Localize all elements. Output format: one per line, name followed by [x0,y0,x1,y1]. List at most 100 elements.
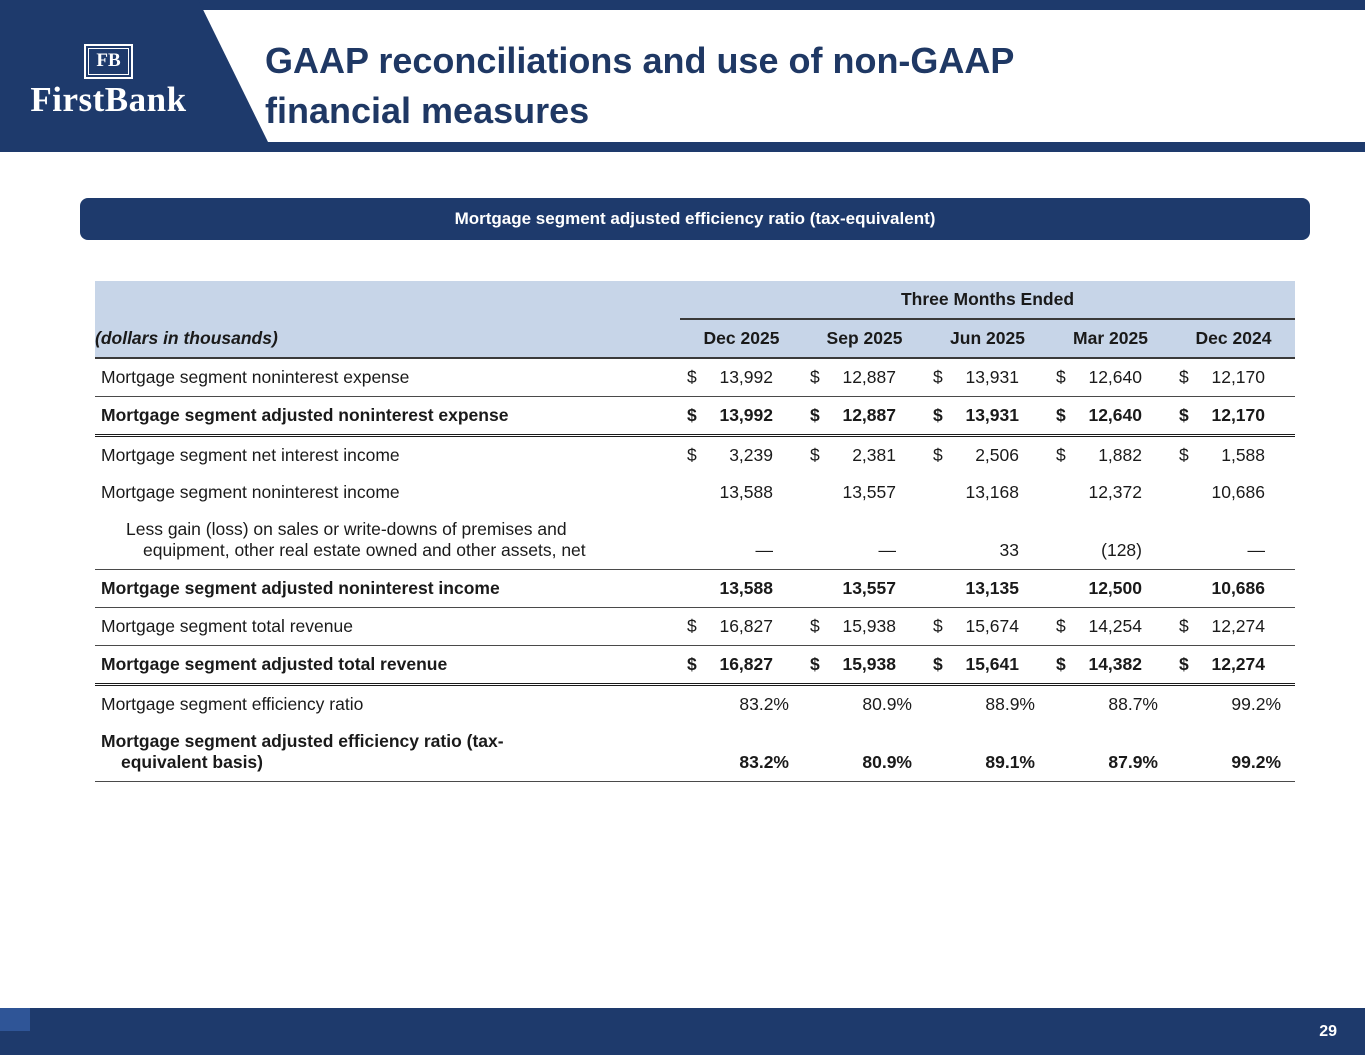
cell-value: 12,500 [1049,569,1172,608]
cell-number: 80.9% [862,752,912,772]
header-top-strip [0,0,1365,10]
cell-value: $2,381 [803,436,926,475]
dollar-sign: $ [1056,654,1066,674]
cell-value: 80.9% [803,723,926,782]
firstbank-logo: FB FirstBank [6,44,211,119]
cell-value: (128) [1049,511,1172,570]
cell-value: $16,827 [680,607,803,646]
dollar-sign: $ [933,445,943,465]
cell-number: 1,588 [1221,445,1266,465]
cell-number: 3,239 [729,445,773,465]
cell-number: — [878,540,897,560]
table-corner-label: (dollars in thousands) [95,319,680,359]
financial-table: Three Months Ended (dollars in thousands… [95,281,1296,782]
cell-number: 88.7% [1108,694,1158,714]
cell-number: 13,135 [965,578,1019,598]
cell-value: $16,827 [680,645,803,686]
dollar-sign: $ [933,405,943,425]
column-header-dec-2025: Dec 2025 [680,319,803,359]
cell-number: 15,641 [965,654,1019,674]
cell-number: 88.9% [985,694,1035,714]
table-column-header-row: (dollars in thousands) Dec 2025 Sep 2025… [95,319,1296,359]
dollar-sign: $ [810,405,820,425]
dollar-sign: $ [687,367,697,387]
cell-value: 10,686 [1172,474,1295,511]
cell-value: 87.9% [1049,723,1172,782]
cell-number: 80.9% [862,694,912,714]
cell-value: 89.1% [926,723,1049,782]
cell-number: 16,827 [719,654,773,674]
cell-value: $12,274 [1172,607,1296,646]
cell-number: 14,254 [1088,616,1142,636]
dollar-sign: $ [933,367,943,387]
cell-value: 99.2% [1172,685,1295,724]
dollar-sign: $ [810,654,820,674]
row-label: Mortgage segment adjusted noninterest ex… [95,396,680,437]
dollar-sign: $ [1179,405,1189,425]
firstbank-wordmark: FirstBank [30,80,187,119]
table-group-header: Three Months Ended [680,281,1296,320]
cell-value: $12,274 [1172,645,1296,686]
cell-number: 15,938 [842,654,896,674]
cell-value: 13,557 [803,569,926,608]
cell-number: 12,500 [1088,578,1142,598]
row-label: Mortgage segment adjusted total revenue [95,645,680,686]
cell-number: 12,274 [1211,616,1266,636]
cell-number: 2,381 [852,445,896,465]
dollar-sign: $ [1179,367,1189,387]
header-divider [0,142,1365,152]
cell-number: 12,170 [1211,367,1266,387]
dollar-sign: $ [687,445,697,465]
table-row: Mortgage segment adjusted efficiency rat… [95,723,1296,782]
dollar-sign: $ [933,654,943,674]
dollar-sign: $ [1179,654,1189,674]
row-label: Mortgage segment efficiency ratio [101,694,364,714]
cell-value: 83.2% [680,685,803,724]
cell-value: 13,168 [926,474,1049,511]
cell-value: $12,170 [1172,358,1296,397]
dollar-sign: $ [1179,616,1189,636]
cell-value: 13,135 [926,569,1049,608]
table-row: Less gain (loss) on sales or write-downs… [95,511,1296,570]
cell-number: — [1247,540,1266,560]
table-row: Mortgage segment noninterest income 13,58… [95,474,1295,511]
dollar-sign: $ [687,616,697,636]
footer-accent-square [0,1008,30,1031]
cell-number: 14,382 [1088,654,1142,674]
cell-number: 13,992 [719,405,773,425]
dollar-sign: $ [810,367,820,387]
cell-value: 12,372 [1049,474,1172,511]
cell-value: 83.2% [680,723,803,782]
table-row: Mortgage segment efficiency ratio 83.2% 80… [95,685,1295,724]
cell-value: $15,641 [926,645,1049,686]
dollar-sign: $ [687,405,697,425]
cell-number: 12,170 [1211,405,1266,425]
column-header-dec-2024: Dec 2024 [1172,319,1296,359]
cell-number: 83.2% [739,752,789,772]
cell-number: 12,887 [842,367,896,387]
cell-value: 10,686 [1172,569,1296,608]
cell-number: 12,372 [1088,482,1142,502]
section-banner: Mortgage segment adjusted efficiency rat… [80,198,1310,240]
cell-number: 83.2% [739,694,789,714]
dollar-sign: $ [1056,367,1066,387]
cell-value: $15,938 [803,645,926,686]
cell-number: 1,882 [1098,445,1142,465]
section-banner-label: Mortgage segment adjusted efficiency rat… [454,209,936,228]
cell-number: 15,674 [965,616,1019,636]
cell-value: $3,239 [680,436,803,475]
slide-title: GAAP reconciliations and use of non-GAAP… [265,36,1265,136]
cell-number: 12,640 [1088,405,1142,425]
column-header-jun-2025: Jun 2025 [926,319,1049,359]
firstbank-monogram-frame: FB [84,44,133,79]
cell-value: — [803,511,926,570]
cell-value: $2,506 [926,436,1049,475]
table-row: Mortgage segment adjusted noninterest ex… [95,396,1296,437]
row-label: Mortgage segment total revenue [95,607,680,646]
cell-number: 13,992 [719,367,773,387]
table-body: Mortgage segment noninterest expense $13,… [95,358,1296,782]
cell-value: 33 [926,511,1049,570]
footer-bar: 29 [0,1008,1365,1055]
cell-value: $14,254 [1049,607,1172,646]
cell-number: 13,557 [842,578,896,598]
